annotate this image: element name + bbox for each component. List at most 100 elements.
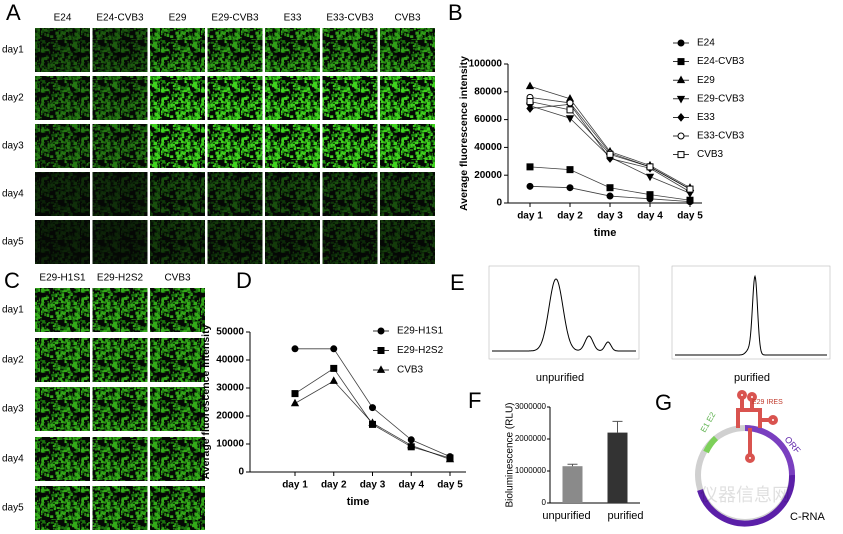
marker: [677, 132, 685, 140]
x-tick-label: unpurified: [542, 510, 590, 522]
marker: [330, 345, 338, 353]
x-tick-label: purified: [607, 510, 643, 522]
x-tick-label: day 5: [677, 211, 703, 222]
series-line: [529, 85, 691, 189]
e1e2-label: E1 E2: [699, 410, 718, 434]
marker: [290, 398, 300, 407]
marker: [566, 106, 574, 114]
micrograph-signal: [380, 172, 435, 216]
marker: [329, 376, 338, 384]
marker: [646, 163, 654, 171]
micrograph-signal: [35, 124, 90, 168]
panel-label: C: [4, 268, 20, 293]
micrograph-signal: [380, 124, 435, 168]
marker: [566, 99, 574, 107]
series-line: [295, 348, 451, 457]
marker: [376, 365, 386, 373]
micrograph-signal: [35, 288, 90, 332]
y-tick-label: 0: [542, 498, 547, 507]
micrograph-signal: [207, 124, 263, 168]
chromatogram-left: [488, 265, 640, 360]
micrograph-signal: [92, 387, 148, 431]
marker: [645, 173, 655, 182]
column-label: E33-CVB3: [326, 13, 374, 24]
column-label: E29-H2S2: [97, 273, 144, 284]
y-tick-label: 20000: [216, 411, 244, 422]
marker: [526, 163, 534, 171]
circular-rna: [695, 390, 796, 527]
watermark: 仪器信息网: [700, 485, 790, 505]
marker: [526, 98, 534, 106]
x-tick-label: day 4: [398, 480, 424, 491]
marker: [676, 95, 686, 104]
micrograph-signal: [35, 387, 90, 431]
micrograph-signal: [322, 220, 378, 264]
x-axis-label: time: [347, 496, 370, 508]
x-tick-label: day 4: [637, 211, 663, 222]
marker: [407, 440, 416, 449]
y-axis-label: Average fluorescence intensity: [458, 56, 470, 211]
micrograph-signal: [35, 338, 90, 382]
row-label: day4: [2, 189, 24, 200]
micrograph-signal: [35, 486, 90, 530]
micrograph-signal: [265, 220, 320, 264]
column-label: E29-CVB3: [211, 13, 259, 24]
y-tick-label: 100000: [469, 59, 503, 70]
construct-label: C-RNA: [790, 511, 825, 523]
micrograph-signal: [150, 387, 205, 431]
micrograph-signal: [150, 288, 205, 332]
column-label: CVB3: [164, 273, 191, 284]
row-label: day3: [2, 404, 24, 415]
legend-label: E33-CVB3: [697, 131, 745, 142]
x-axis-label: time: [594, 227, 617, 239]
row-label: day2: [2, 93, 24, 104]
series-line: [294, 367, 451, 459]
y-tick-label: 0: [496, 198, 502, 209]
micrograph-signal: [150, 437, 205, 481]
micrograph-signal: [380, 28, 435, 72]
error-bar: [567, 463, 578, 467]
micrograph-signal: [322, 172, 378, 216]
series-line: [529, 101, 691, 190]
micrograph-signal: [265, 28, 320, 72]
y-tick-label: 50000: [216, 327, 244, 338]
column-label: E24: [54, 13, 72, 24]
x-tick-label: day 1: [517, 211, 543, 222]
marker: [377, 327, 385, 335]
marker: [525, 81, 535, 90]
chromatogram-label: unpurified: [536, 372, 584, 384]
marker: [566, 184, 574, 192]
legend-label: E29: [697, 75, 715, 86]
marker: [646, 191, 654, 199]
micrograph-signal: [207, 28, 263, 72]
panel-label: A: [6, 0, 21, 25]
marker: [565, 115, 575, 123]
y-tick-label: 0: [238, 467, 244, 478]
bar: [607, 432, 628, 503]
micrograph-signal: [92, 338, 148, 382]
chromatogram-right: [671, 265, 831, 360]
legend-label: E33: [697, 112, 715, 123]
marker: [686, 185, 694, 193]
column-label: E29-H1S1: [39, 273, 86, 284]
micrograph-signal: [150, 172, 205, 216]
y-axis-label: Bioluminescence (RLU): [505, 402, 516, 507]
y-tick-label: 30000: [216, 383, 244, 394]
micrograph-signal: [92, 76, 148, 120]
x-tick-label: day 5: [437, 480, 463, 491]
x-tick-label: day 2: [321, 480, 347, 491]
error-bar: [612, 420, 623, 433]
row-label: day1: [2, 305, 24, 316]
micrograph-signal: [92, 124, 148, 168]
micrograph-signal: [265, 76, 320, 120]
column-label: E29: [169, 13, 187, 24]
legend-label: E24-CVB3: [697, 56, 745, 67]
micrograph-signal: [380, 76, 435, 120]
micrograph-signal: [92, 437, 148, 481]
x-tick-label: day 3: [597, 211, 623, 222]
micrograph-signal: [92, 220, 148, 264]
micrograph-signal: [150, 338, 205, 382]
marker: [566, 166, 574, 174]
marker: [676, 75, 686, 84]
row-label: day3: [2, 141, 24, 152]
